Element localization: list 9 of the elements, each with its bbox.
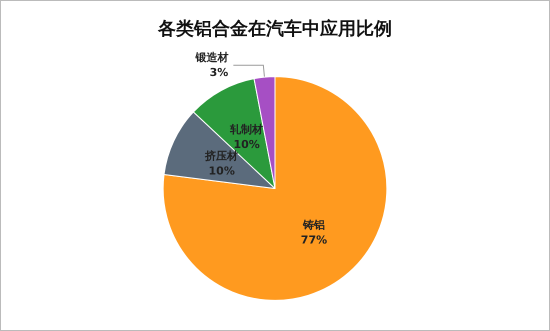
slice-label: 挤压材 bbox=[204, 149, 238, 162]
data-label: 3% bbox=[210, 66, 228, 80]
slice-label: 铸铝 bbox=[302, 218, 325, 232]
data-label: 10% bbox=[208, 164, 235, 178]
slice-label: 轧制材 bbox=[229, 122, 264, 136]
data-label: 77% bbox=[300, 234, 328, 247]
slice-label: 锻造材 bbox=[194, 51, 228, 64]
data-label: 10% bbox=[233, 138, 260, 151]
chart-title: 各类铝合金在汽车中应用比例 bbox=[157, 18, 392, 40]
